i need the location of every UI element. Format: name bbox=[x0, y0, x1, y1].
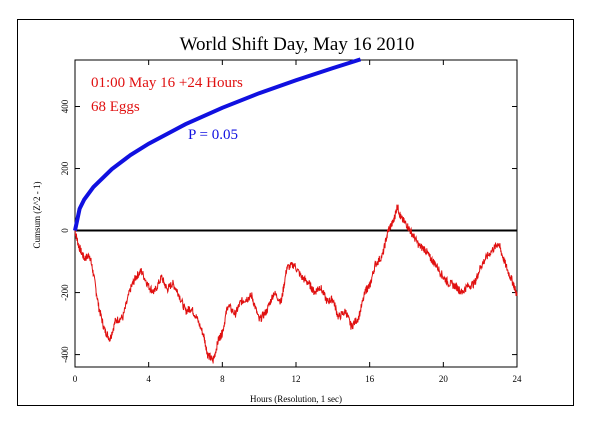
x-tick-label: 24 bbox=[513, 374, 523, 384]
y-tick-label: -400 bbox=[60, 346, 70, 363]
annotation-egg-count: 68 Eggs bbox=[91, 99, 140, 115]
x-tick-label: 4 bbox=[146, 374, 151, 384]
significance-curve bbox=[73, 57, 362, 232]
x-tick-label: 8 bbox=[220, 374, 225, 384]
x-tick-label: 12 bbox=[292, 374, 301, 384]
annotation-p-value: P = 0.05 bbox=[188, 127, 238, 143]
x-axis: 0 4 8 12 16 20 24 bbox=[73, 60, 522, 384]
y-tick-label: -200 bbox=[60, 284, 70, 301]
cumsum-series-line bbox=[74, 204, 518, 364]
y-tick-label: 400 bbox=[60, 99, 70, 113]
x-tick-label: 16 bbox=[365, 374, 375, 384]
y-tick-label: 200 bbox=[60, 161, 70, 175]
x-axis-label: Hours (Resolution, 1 sec) bbox=[250, 394, 342, 404]
y-axis-label: Cumsum (Z^2 - 1) bbox=[32, 182, 42, 249]
plot-area bbox=[74, 59, 518, 368]
y-tick-label: 0 bbox=[60, 228, 70, 233]
x-tick-label: 0 bbox=[73, 374, 78, 384]
chart-title: World Shift Day, May 16 2010 bbox=[180, 34, 415, 55]
chart-frame bbox=[17, 19, 574, 406]
x-tick-label: 20 bbox=[439, 374, 449, 384]
annotation-time-range: 01:00 May 16 +24 Hours bbox=[91, 75, 243, 91]
